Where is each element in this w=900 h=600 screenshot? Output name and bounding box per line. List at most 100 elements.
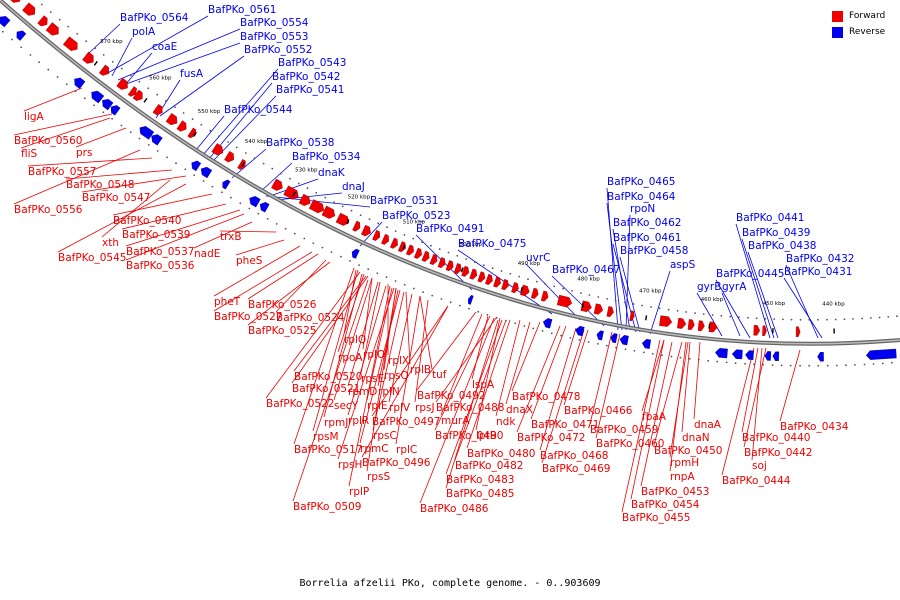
gene-label: BafPKo_0459 — [590, 424, 658, 436]
kbp-label: 450 kbp — [763, 301, 786, 307]
leader-line — [337, 287, 395, 460]
forward-track-dot — [632, 303, 635, 305]
leader-line — [595, 333, 621, 439]
forward-track-dot — [244, 152, 247, 154]
leader-line — [511, 321, 541, 392]
gene-label: BafPKo_0491 — [416, 223, 484, 235]
leader-line — [366, 287, 397, 472]
forward-track-dot — [289, 177, 291, 180]
leader-line — [20, 117, 111, 149]
forward-track-dot — [553, 285, 556, 288]
reverse-track-dot — [744, 362, 746, 365]
forward-track-dot — [200, 123, 203, 126]
leader-line — [589, 331, 613, 425]
legend-forward-swatch — [832, 10, 843, 22]
position-dots — [1, 3, 898, 367]
forward-track-dot — [120, 67, 123, 70]
gene-label: BafPKo_0517 — [294, 444, 362, 456]
leader-line — [125, 52, 153, 85]
forward-track-dot — [412, 237, 415, 240]
gene-label: BafPKo_0560 — [14, 135, 82, 147]
reverse-track-dot — [138, 137, 141, 140]
forward-gene-arrow — [271, 178, 283, 191]
gene-label: BafPKo_0485 — [446, 488, 514, 500]
reverse-track-dot — [642, 351, 645, 354]
forward-gene-arrow — [176, 120, 187, 132]
reverse-track-dot — [175, 162, 177, 165]
forward-gene-arrow — [445, 260, 454, 272]
gene-label: BafPKo_0526 — [248, 299, 317, 311]
forward-track-dot — [377, 222, 380, 225]
reverse-track-dot — [284, 227, 287, 230]
forward-track-dot — [315, 191, 318, 194]
reverse-track-dot — [486, 313, 489, 316]
kbp-label: 500 kbp — [460, 242, 483, 248]
gene-label: BafPKo_0480 — [467, 448, 535, 460]
leader-line — [419, 295, 433, 370]
reverse-track-dot — [74, 90, 77, 93]
reverse-track-dot — [340, 255, 342, 258]
gene-label: rplR — [348, 415, 369, 427]
reverse-track-dot — [716, 360, 719, 363]
leader-line — [348, 285, 391, 487]
leader-line — [75, 127, 127, 148]
reverse-track-dot — [670, 355, 673, 358]
forward-track-dot — [359, 214, 362, 217]
gene-label: rplE — [367, 400, 388, 412]
gene-label: BafPKo_0554 — [240, 17, 309, 29]
reverse-gene-arrow — [596, 330, 604, 341]
reverse-track-dot — [854, 364, 856, 366]
reverse-track-dot — [734, 362, 737, 364]
gene-label: rpsJ — [415, 402, 435, 414]
gene-label: rpsC — [373, 430, 397, 442]
reverse-track-dot — [129, 131, 132, 134]
forward-track-dot — [191, 118, 194, 120]
gene-label: fliS — [21, 148, 38, 160]
leader-line — [347, 285, 387, 416]
leader-line — [747, 251, 779, 339]
leader-line — [201, 68, 279, 157]
gene-label: dnaK — [318, 167, 346, 179]
reverse-gene-arrow — [91, 90, 105, 104]
gene-label: BafPKo_0490 — [435, 430, 503, 442]
leader-line — [435, 317, 497, 403]
reverse-track-dot — [321, 246, 324, 249]
leader-line — [505, 321, 531, 405]
gene-label: BafPKo_0466 — [564, 405, 633, 417]
forward-track-dot — [527, 278, 529, 281]
reverse-track-dot — [47, 68, 50, 71]
forward-gene-arrow — [469, 268, 478, 280]
leader-line — [751, 347, 763, 461]
forward-gene-arrow — [437, 257, 446, 269]
kbp-tick — [346, 219, 350, 225]
gene-label: BafPKo_0520 — [294, 371, 362, 383]
kbp-tick — [708, 323, 711, 329]
forward-track-dot — [58, 18, 61, 21]
leader-line — [111, 37, 133, 77]
leader-line — [541, 329, 585, 464]
forward-track-dot — [658, 307, 661, 310]
forward-gene-arrow — [753, 324, 761, 336]
gene-label: BafPKo_0442 — [744, 447, 812, 459]
gene-features — [0, 0, 897, 362]
legend-reverse: Reverse — [832, 24, 892, 40]
forward-track-dot — [482, 264, 485, 267]
gene-label: rpsE — [361, 373, 384, 385]
reverse-track-dot — [615, 346, 617, 349]
leader-line — [121, 203, 227, 230]
kbp-label: 520 kbp — [348, 195, 371, 201]
leader-line — [649, 270, 671, 335]
reverse-track-dot — [541, 330, 544, 332]
forward-track-dot — [447, 251, 450, 254]
gene-label: BafPKo_0523 — [382, 210, 450, 222]
reverse-track-dot — [679, 356, 682, 359]
gene-label: BafPKo_0434 — [780, 421, 849, 433]
leader-line — [551, 275, 605, 327]
gene-label: BafPKo_0431 — [784, 266, 852, 278]
leader-line — [159, 55, 245, 117]
gene-label: rpsH — [338, 459, 362, 471]
leader-line — [530, 325, 567, 420]
reverse-gene-arrow — [715, 348, 728, 359]
leader-line — [395, 295, 421, 445]
leader-line — [117, 28, 241, 81]
